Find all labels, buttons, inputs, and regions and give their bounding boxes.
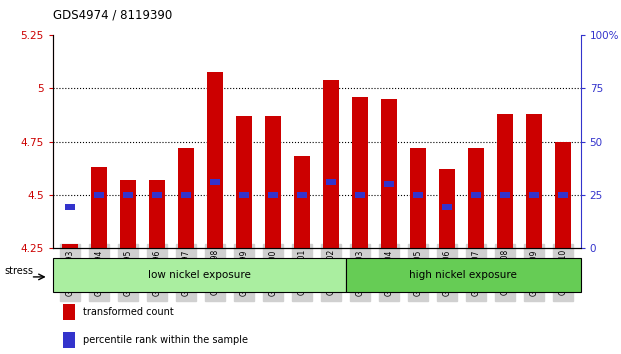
Bar [297,192,307,198]
Bar [149,180,165,248]
Bar [355,192,365,198]
Bar [63,332,75,348]
FancyBboxPatch shape [346,258,581,292]
Bar [468,148,484,248]
Bar [239,192,249,198]
Bar [207,72,223,248]
Bar [500,192,510,198]
Bar [555,142,571,248]
Bar [265,116,281,248]
Text: transformed count: transformed count [83,307,174,317]
Text: high nickel exposure: high nickel exposure [409,270,517,280]
Bar [120,180,136,248]
Bar [324,80,339,248]
Bar [442,205,452,210]
Bar [62,244,78,248]
Bar [326,179,337,185]
Bar [210,179,220,185]
Bar [123,192,134,198]
Text: low nickel exposure: low nickel exposure [148,270,251,280]
FancyBboxPatch shape [53,258,346,292]
Bar [526,114,542,248]
Bar [268,192,278,198]
Bar [471,192,481,198]
Bar [439,169,455,248]
Text: stress: stress [4,266,33,276]
Bar [181,192,191,198]
Bar [352,97,368,248]
Bar [94,192,104,198]
Bar [558,192,568,198]
Bar [410,148,426,248]
Bar [384,181,394,187]
Bar [294,156,310,248]
Bar [65,205,75,210]
Bar [91,167,107,248]
Text: percentile rank within the sample: percentile rank within the sample [83,335,248,345]
Bar [413,192,424,198]
Bar [63,304,75,320]
Bar [381,99,397,248]
Bar [529,192,539,198]
Bar [236,116,252,248]
Bar [152,192,162,198]
Bar [497,114,513,248]
Text: GDS4974 / 8119390: GDS4974 / 8119390 [53,8,172,21]
Bar [178,148,194,248]
